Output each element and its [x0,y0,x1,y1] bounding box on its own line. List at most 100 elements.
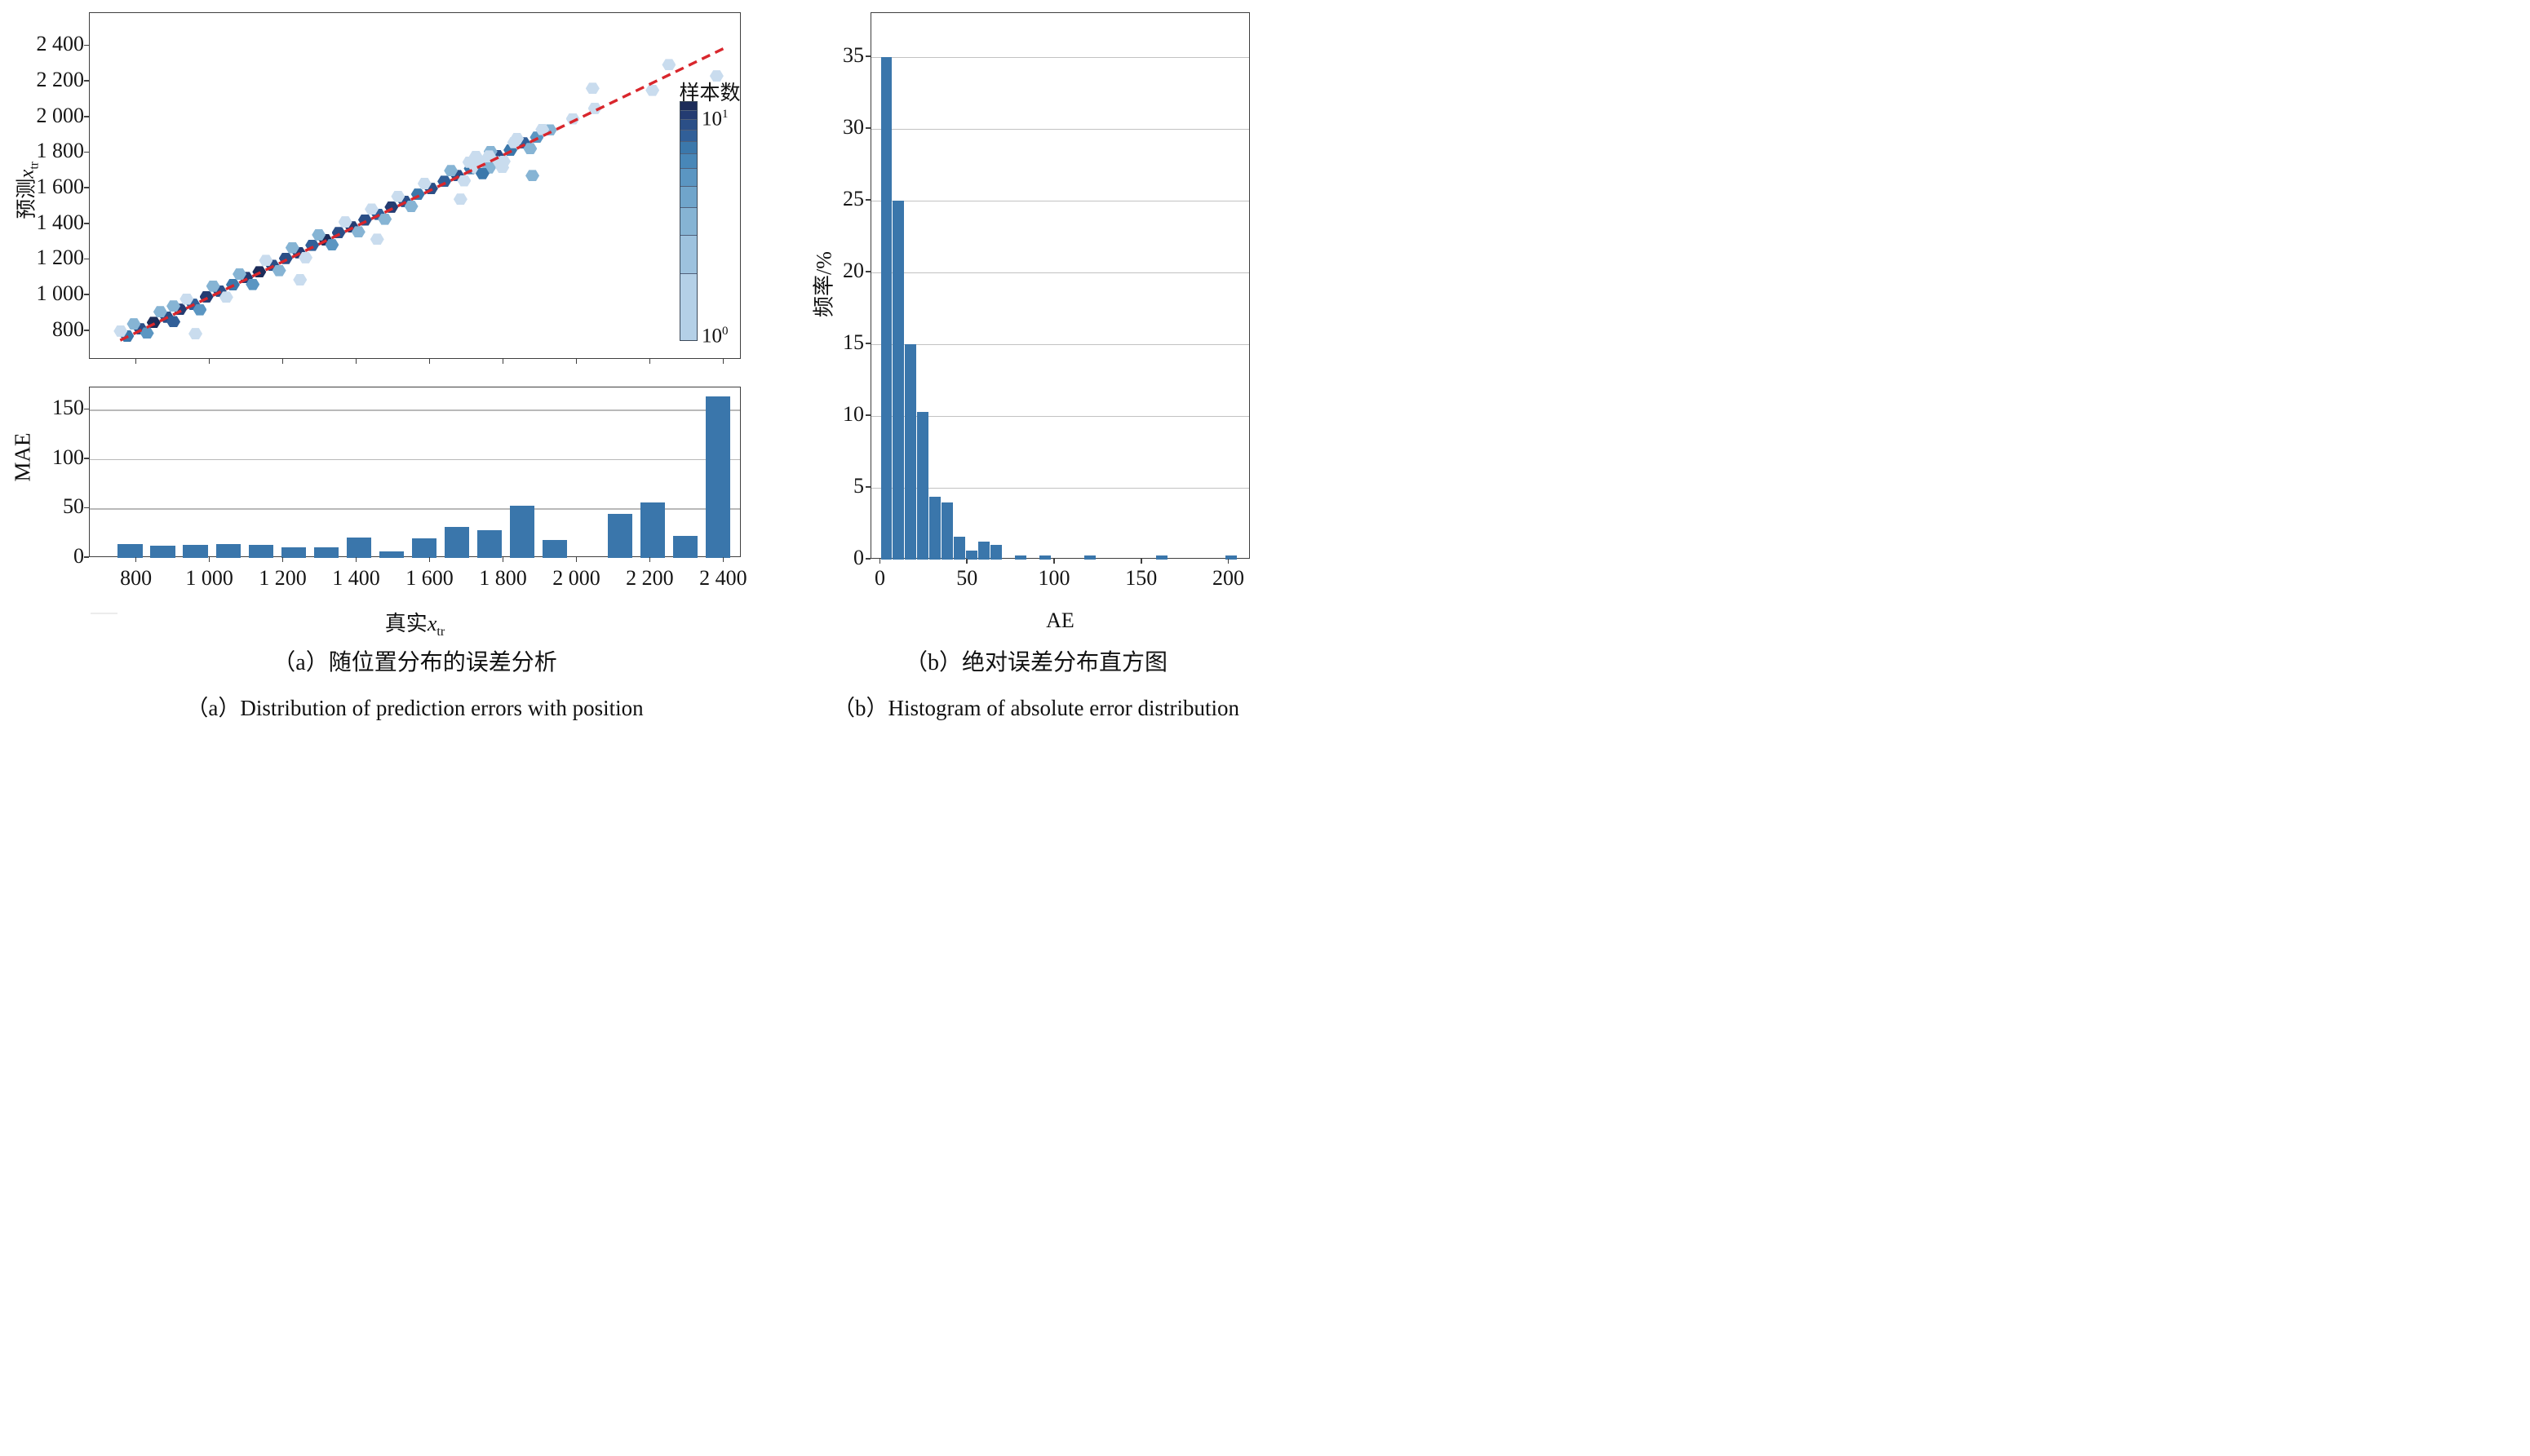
tick [575,359,578,364]
mae-bar [476,530,502,558]
hist-bar [1014,555,1026,560]
gridline [871,57,1249,59]
tick [502,557,504,562]
tick [866,55,871,57]
tick-label: 150 [1125,566,1158,590]
tick [649,557,651,562]
colorbar-segment [680,168,697,186]
gridline [871,488,1249,489]
tick [84,80,89,82]
hist-bar [954,536,966,560]
hexbin-cell [457,175,472,187]
colorbar-segment [680,140,697,154]
x-axis-label-ae: AE [1046,609,1074,632]
scan-artifact-line [91,613,117,614]
colorbar-segment [680,129,697,141]
tick [428,359,431,364]
tick [1140,559,1142,564]
hexbin-cell [126,318,141,330]
mae-bar [215,544,241,558]
tick [84,44,89,46]
mae-bar [608,513,633,558]
hexbin-cell [293,273,308,285]
mae-bar [640,502,666,558]
tick-label: 0 [853,546,864,569]
gridline [871,129,1249,131]
hexbin-plot: 样本数 101 100 [89,12,741,359]
colorbar-segment [680,273,697,340]
colorbar-min-label: 100 [702,325,729,347]
tick-label: 1 200 [259,566,307,590]
tick [866,199,871,201]
hexbin-cell [206,280,220,292]
hist-bar [1155,555,1168,560]
tick [866,558,871,560]
tick-label: 50 [956,566,978,590]
x-axis-label-true: 真实xtr [384,612,445,639]
tick [135,557,137,562]
tick [575,557,578,562]
tick [208,557,210,562]
hexbin-cell [645,84,660,96]
tick [84,458,89,459]
tick-label: 2 400 [36,32,85,56]
colorbar-segment [680,185,697,208]
tick-label: 2 200 [36,68,85,92]
tick [84,151,89,153]
hexbin-cell [325,239,339,251]
tick [84,294,89,295]
tick-label: 50 [63,494,84,519]
mae-bar [313,547,339,558]
mae-bar [150,546,175,558]
tick [866,271,871,272]
tick-label: 1 600 [405,566,454,590]
caption-b-en: （b）Histogram of absolute error distribut… [833,696,1239,720]
tick [355,557,357,562]
tick-label: 1 800 [36,139,85,163]
tick [355,359,357,364]
hexbin-cell [417,178,432,189]
hexbin-cell [233,268,247,280]
hexbin-cell [523,143,538,155]
hexbin-cell [272,264,286,277]
mae-bar [117,544,143,558]
hexbin-cell [370,233,384,246]
hexbin-cell [525,170,540,182]
tick [84,258,89,260]
hexbin-cell [166,316,181,328]
hist-bar [1039,555,1051,560]
mae-bar [281,547,306,558]
tick-label: 0 [73,544,84,568]
gridline [90,409,740,411]
tick [1227,559,1230,564]
tick-label: 1 200 [36,246,85,270]
tick-label: 20 [843,259,864,283]
gridline [871,272,1249,274]
tick [84,556,89,558]
hexbin-cell [535,123,550,135]
hist-bar [1084,555,1097,560]
mae-bar [248,545,273,558]
colorbar-title: 样本数 [679,82,741,104]
tick-label: 25 [843,187,864,211]
hexbin-cell [312,228,326,241]
caption-a-zh: （a）随位置分布的误差分析 [272,650,557,675]
colorbar-segment [680,110,697,120]
mae-bars [90,387,740,558]
colorbar-segment [680,102,697,111]
tick-label: 100 [1038,566,1070,590]
tick-label: 800 [120,566,153,590]
figure-canvas: 样本数 101 100 预测xtr 800 1 000 1 200 1 400 1 60… [0,0,1265,728]
colorbar-gradient [680,101,698,341]
gridline [90,508,740,510]
colorbar-segment [680,153,697,169]
y-axis-label-frequency: 频率/% [812,251,836,317]
gridline [90,458,740,461]
tick [866,127,871,129]
hexbin-cell [565,113,580,125]
tick-label: 2 000 [552,566,600,590]
hexbin-cell [285,241,299,254]
hexbin-cell [113,325,128,337]
tick [879,559,881,564]
tick-label: 1 600 [36,175,85,199]
